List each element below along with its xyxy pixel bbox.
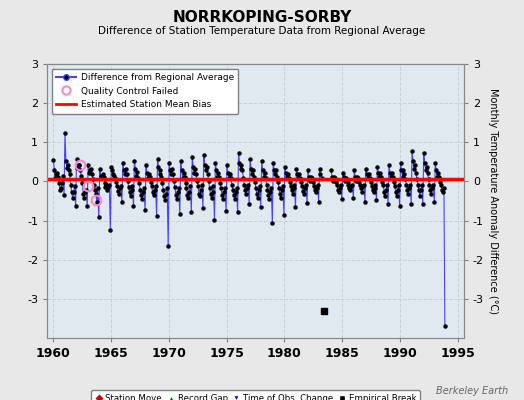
Text: Difference of Station Temperature Data from Regional Average: Difference of Station Temperature Data f… — [99, 26, 425, 36]
Y-axis label: Monthly Temperature Anomaly Difference (°C): Monthly Temperature Anomaly Difference (… — [488, 88, 498, 314]
Text: Berkeley Earth: Berkeley Earth — [436, 386, 508, 396]
Text: NORRKOPING-SORBY: NORRKOPING-SORBY — [172, 10, 352, 25]
Legend: Station Move, Record Gap, Time of Obs. Change, Empirical Break: Station Move, Record Gap, Time of Obs. C… — [91, 390, 420, 400]
